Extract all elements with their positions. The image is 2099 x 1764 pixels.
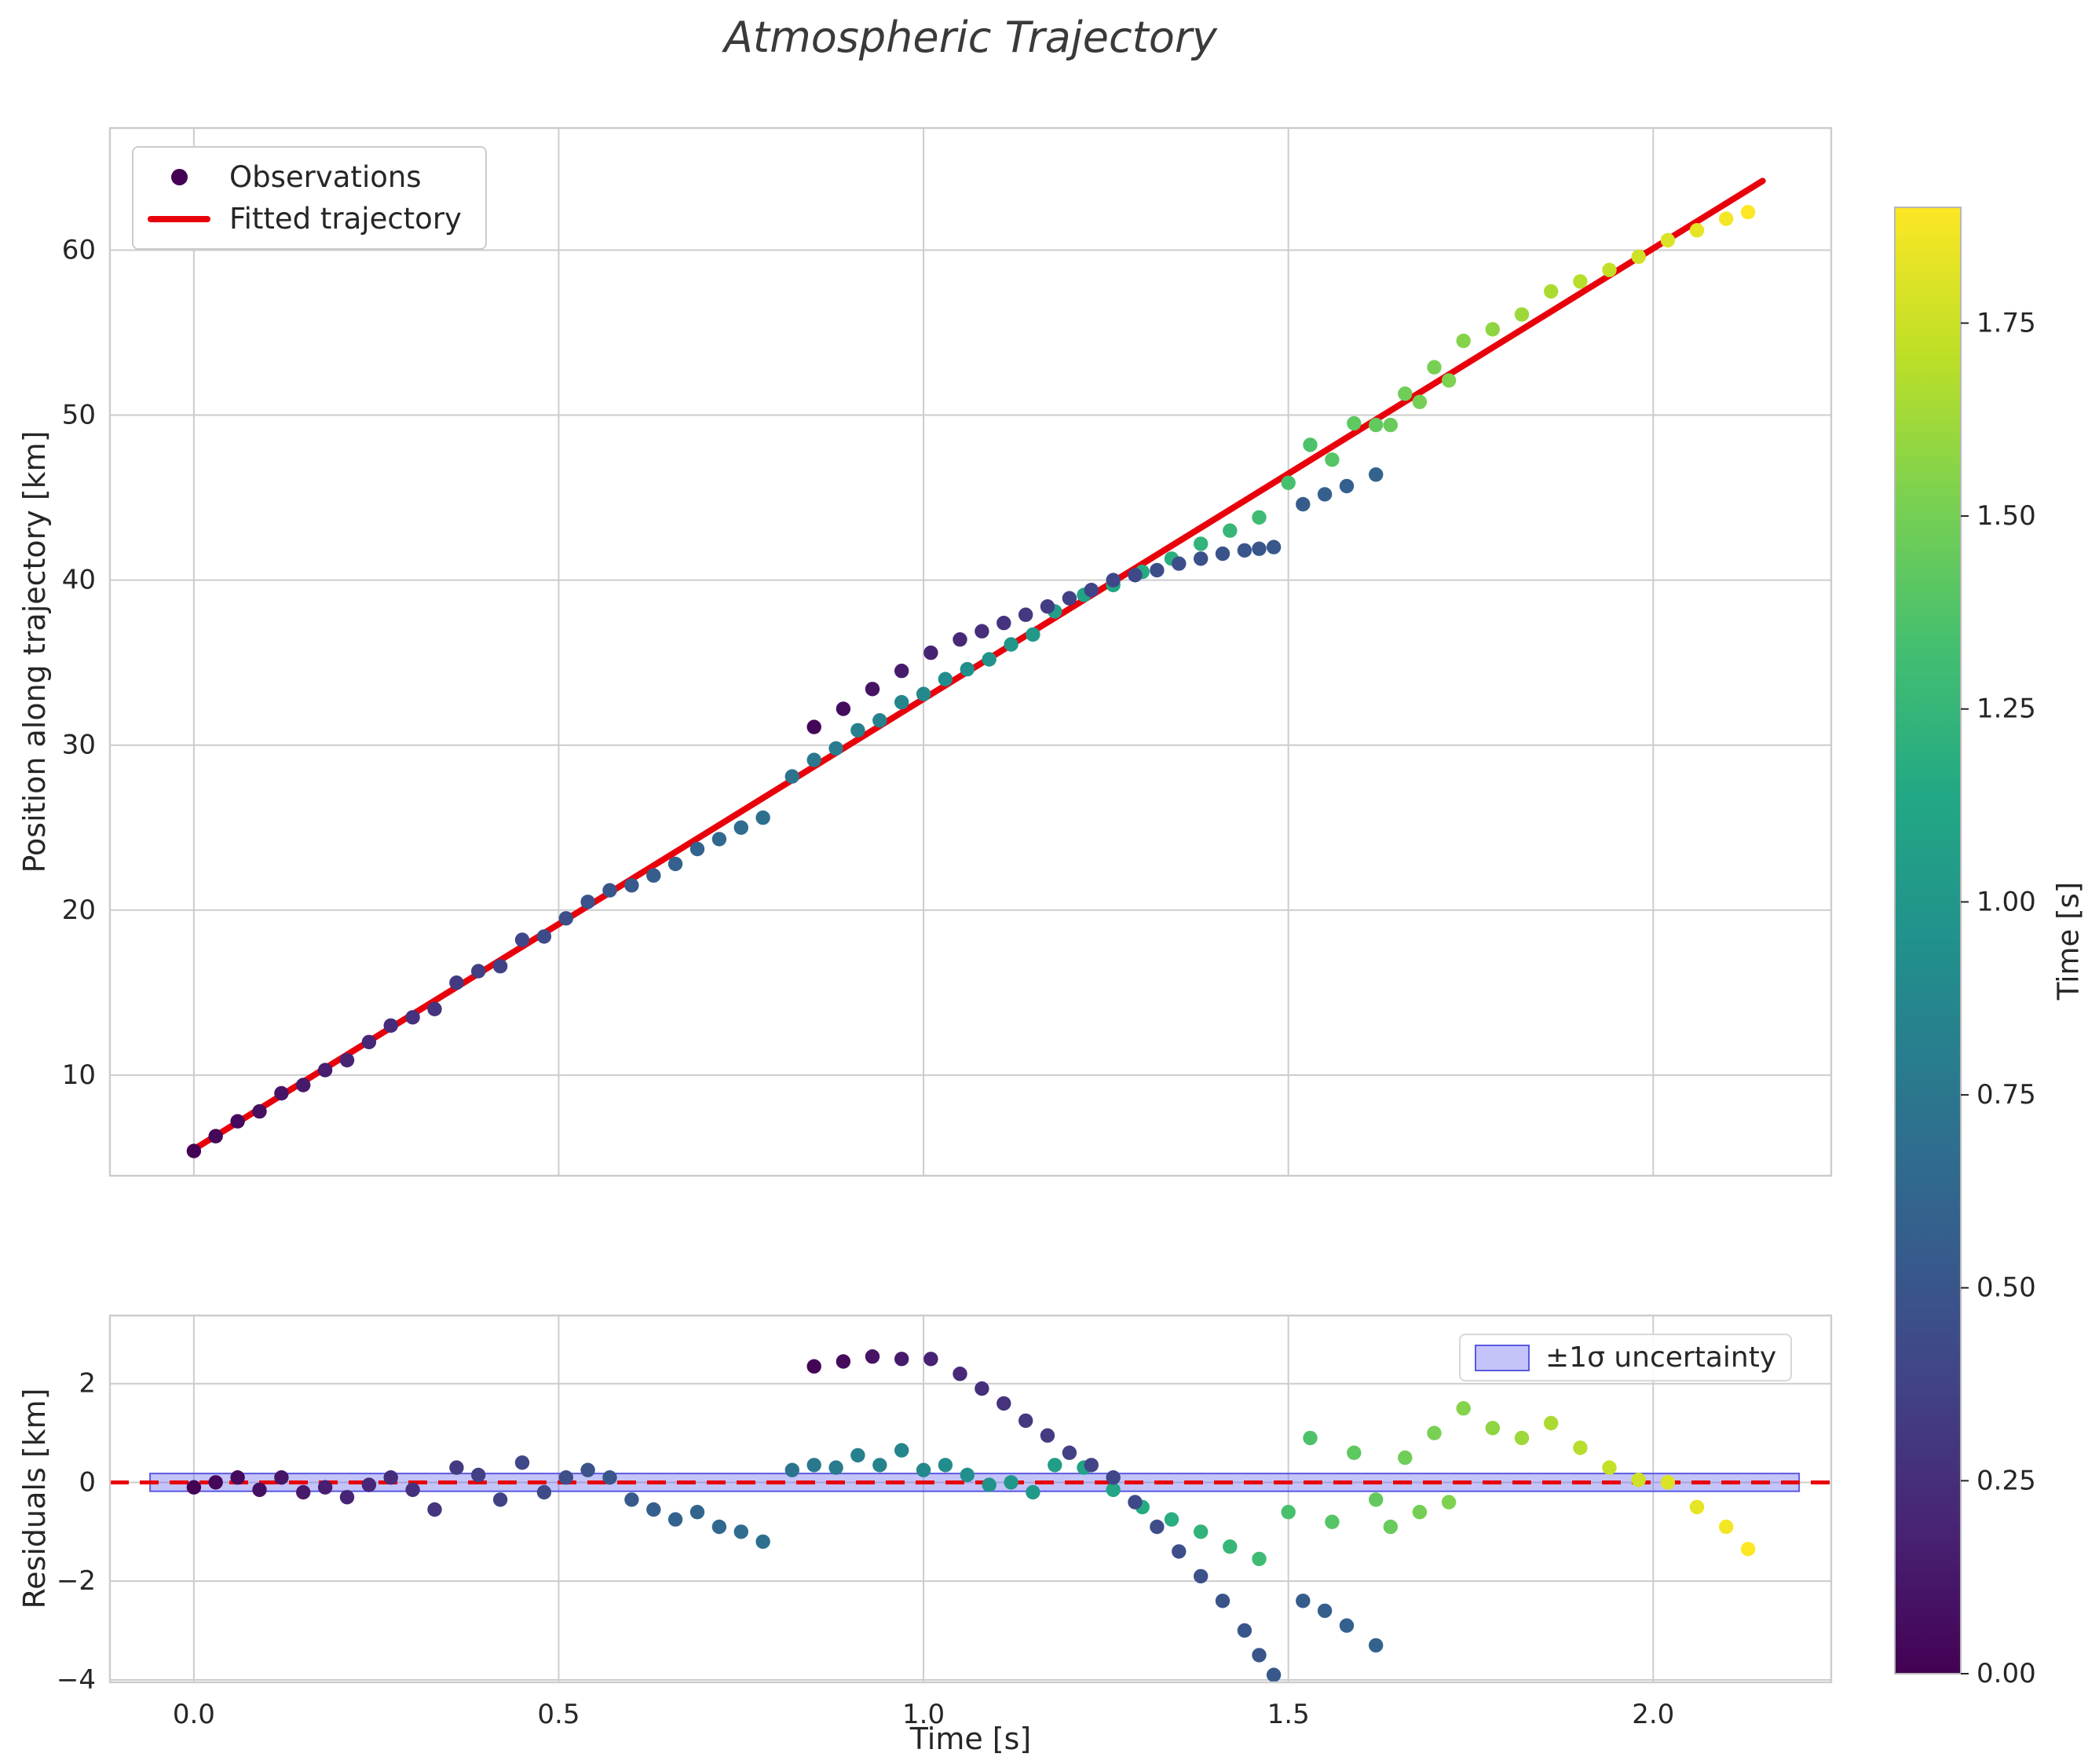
svg-text:1.5: 1.5	[1267, 1699, 1310, 1730]
top-axes-frame	[108, 126, 1833, 1177]
legend-fitted-label: Fitted trajectory	[229, 202, 462, 236]
svg-text:1.25: 1.25	[1976, 694, 2036, 725]
svg-text:0.00: 0.00	[1976, 1658, 2036, 1689]
bottom-legend: ±1σ uncertainty	[1459, 1334, 1793, 1382]
svg-text:10: 10	[62, 1059, 96, 1091]
fitted-line-icon	[146, 215, 212, 222]
legend-item-fitted: Fitted trajectory	[146, 202, 462, 236]
legend-item-observations: Observations	[146, 160, 462, 194]
svg-text:0.75: 0.75	[1976, 1079, 2036, 1111]
svg-text:−2: −2	[57, 1565, 96, 1597]
uncertainty-band-icon	[1475, 1344, 1530, 1371]
svg-text:1.0: 1.0	[902, 1699, 945, 1730]
bottom-axes-frame	[108, 1314, 1833, 1684]
svg-text:0.5: 0.5	[537, 1699, 580, 1730]
svg-text:40: 40	[62, 565, 96, 596]
svg-text:2: 2	[79, 1368, 96, 1400]
legend-uncertainty-label: ±1σ uncertainty	[1545, 1341, 1777, 1374]
observations-marker-icon	[146, 169, 212, 185]
svg-text:0.25: 0.25	[1976, 1465, 2036, 1496]
svg-text:1.50: 1.50	[1976, 500, 2036, 532]
top-ytick-labels: 10 20 30 40 50 60	[62, 234, 96, 1090]
svg-text:0.0: 0.0	[173, 1699, 215, 1730]
bottom-scatter-residuals	[186, 1349, 1756, 1682]
top-y-axis-label: Position along trajectory [km]	[17, 430, 52, 873]
top-grid	[110, 128, 1831, 1176]
svg-text:50: 50	[62, 400, 96, 431]
svg-text:0: 0	[79, 1466, 96, 1498]
chart-title: Atmospheric Trajectory	[723, 13, 1218, 62]
svg-text:20: 20	[62, 895, 96, 926]
svg-text:−4: −4	[57, 1664, 96, 1696]
legend-observations-label: Observations	[229, 160, 422, 194]
xtick-labels: 0.0 0.5 1.0 1.5 2.0	[173, 1699, 1674, 1730]
colorbar: 0.00 0.25 0.50 0.75 1.00 1.25 1.50 1.75	[1894, 207, 2036, 1689]
top-legend: Observations Fitted trajectory	[132, 146, 487, 250]
bottom-ytick-labels: −4 −2 0 2	[57, 1368, 96, 1696]
svg-text:2.0: 2.0	[1632, 1699, 1674, 1730]
fitted-trajectory-line	[190, 177, 1766, 1153]
svg-text:30: 30	[62, 730, 96, 761]
svg-text:60: 60	[62, 234, 96, 265]
x-axis-label: Time [s]	[909, 1722, 1032, 1756]
top-scatter-observations	[186, 204, 1756, 1158]
svg-text:1.75: 1.75	[1976, 307, 2036, 339]
colorbar-label: Time [s]	[2051, 881, 2086, 1001]
svg-text:0.50: 0.50	[1976, 1272, 2036, 1304]
bottom-y-axis-label: Residuals [km]	[17, 1388, 52, 1609]
svg-text:1.00: 1.00	[1976, 886, 2036, 917]
